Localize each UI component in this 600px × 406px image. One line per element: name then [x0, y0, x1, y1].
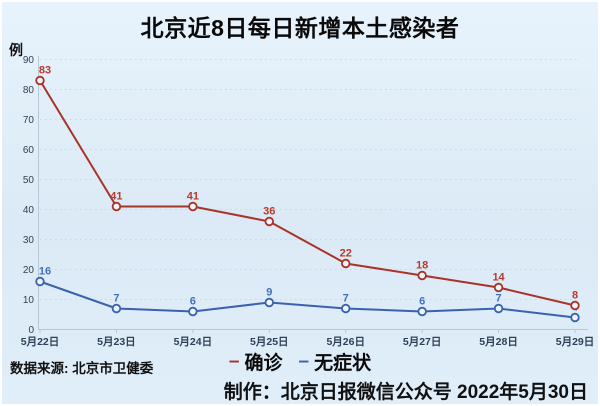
- data-label: 7: [343, 293, 349, 305]
- data-point: [264, 297, 274, 308]
- chart-title: 北京近8日每日新增本土感染者: [140, 15, 460, 41]
- y-tick-label: 50: [23, 175, 35, 186]
- data-point: [570, 312, 580, 323]
- data-label: 9: [266, 287, 272, 299]
- x-tick-label: 5月27日: [403, 336, 442, 348]
- data-label: 6: [190, 296, 196, 308]
- y-tick-label: 80: [23, 85, 35, 96]
- data-point: [493, 303, 504, 314]
- y-tick-label: 40: [23, 205, 35, 216]
- legend-label-confirmed: 确诊: [244, 353, 283, 374]
- data-point: [188, 201, 198, 212]
- legend-item-confirmed: – 确诊: [229, 348, 283, 375]
- x-tick-label: 5月22日: [21, 336, 60, 348]
- series-line-确诊: [39, 79, 576, 307]
- data-point: [493, 282, 504, 293]
- y-tick-label: 60: [23, 145, 35, 156]
- data-label: 36: [263, 206, 275, 218]
- data-point: [188, 306, 198, 317]
- legend-item-asymptomatic: – 无症状: [299, 348, 372, 375]
- data-point: [111, 303, 122, 314]
- x-tick-label: 5月29日: [556, 336, 595, 348]
- legend-dash-asymptomatic-icon: –: [298, 351, 310, 372]
- data-label: 41: [187, 191, 199, 203]
- data-label: 16: [39, 266, 51, 278]
- data-point: [417, 270, 427, 281]
- y-tick-label: 0: [28, 325, 34, 336]
- y-tick-label: 20: [23, 265, 35, 276]
- data-label: 7: [496, 293, 502, 305]
- x-tick-label: 5月25日: [250, 336, 289, 348]
- data-label: 8: [572, 290, 578, 302]
- y-tick-label: 70: [23, 115, 35, 126]
- y-axis-unit-label: 例: [9, 42, 23, 58]
- y-tick-label: 30: [23, 235, 35, 246]
- data-point: [35, 75, 45, 86]
- data-label: 22: [340, 248, 352, 260]
- data-point: [35, 276, 45, 287]
- data-point: [341, 303, 351, 314]
- data-label: 7: [113, 293, 119, 305]
- x-tick-label: 5月28日: [479, 336, 518, 348]
- chart-legend: – 确诊 – 无症状: [0, 348, 600, 375]
- data-label: 14: [492, 272, 505, 284]
- series-line-无症状: [39, 280, 576, 319]
- data-source-text: 数据来源: 北京市卫健委: [10, 361, 154, 376]
- x-tick-label: 5月23日: [97, 336, 136, 348]
- data-label: 41: [110, 191, 122, 203]
- data-point: [341, 258, 351, 269]
- data-label: 83: [39, 65, 51, 77]
- x-tick-label: 5月24日: [174, 336, 213, 348]
- credit-text: 制作：北京日报微信公众号 2022年5月30日: [223, 382, 588, 403]
- legend-dash-confirmed-icon: –: [228, 351, 240, 372]
- y-tick-label: 10: [23, 295, 35, 306]
- data-point: [111, 201, 122, 212]
- data-point: [417, 306, 427, 317]
- legend-label-asymptomatic: 无症状: [314, 353, 372, 374]
- data-point: [570, 300, 580, 311]
- x-tick-label: 5月26日: [326, 336, 365, 348]
- data-label: 18: [416, 260, 428, 272]
- data-point: [264, 216, 274, 227]
- data-label: 6: [419, 296, 425, 308]
- y-tick-label: 90: [23, 55, 35, 66]
